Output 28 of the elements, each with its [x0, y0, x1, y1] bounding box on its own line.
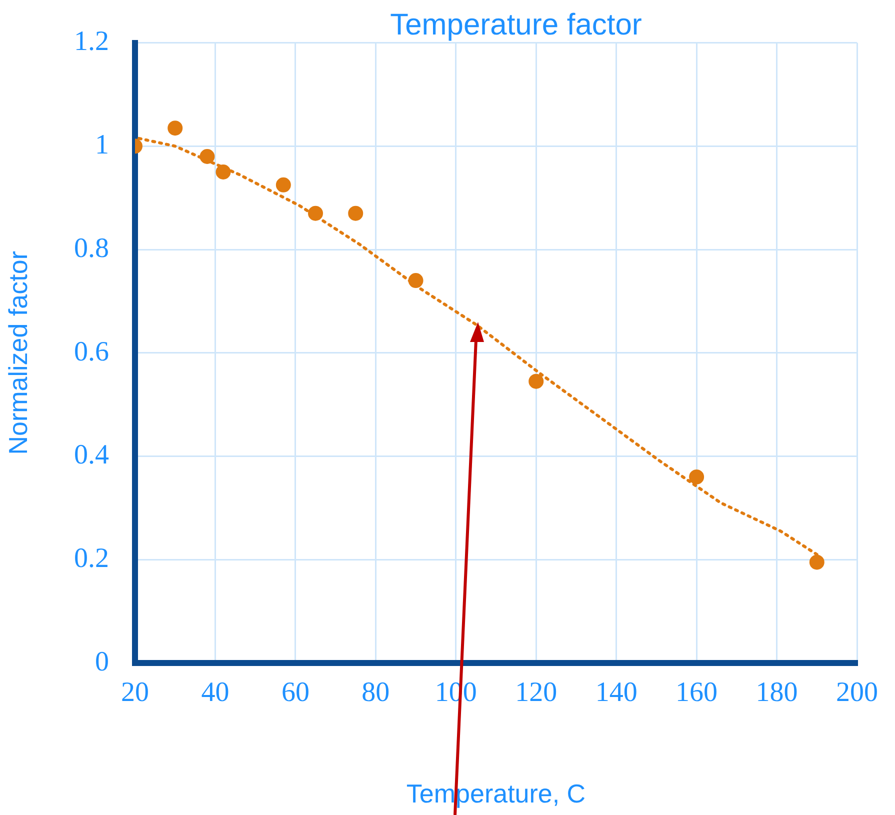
x-tick-label: 120 [515, 677, 558, 708]
y-tick-label: 0.2 [74, 542, 109, 574]
point [528, 374, 544, 389]
point [348, 206, 364, 221]
y-tick-label: 0.4 [74, 440, 109, 471]
y-tick-label: 0.6 [74, 336, 109, 368]
point [408, 273, 424, 288]
x-tick-label: 20 [121, 677, 149, 708]
point [308, 206, 323, 221]
y-tick-label: 0.8 [74, 232, 109, 264]
y-axis-title: Normalized factor [2, 250, 33, 455]
x-tick-label: 180 [756, 677, 798, 708]
point [168, 120, 183, 136]
point [809, 554, 824, 570]
chart-title: Temperature factor [390, 8, 642, 42]
y-tick-label: 0 [95, 646, 109, 678]
point [216, 164, 231, 180]
y-tick-label: 1 [95, 130, 109, 161]
x-tick-label: 40 [201, 677, 230, 708]
point [200, 149, 215, 164]
x-tick-label: 200 [836, 677, 878, 708]
x-tick-label: 80 [362, 677, 390, 708]
x-tick-label: 60 [281, 677, 310, 708]
x-tick-label: 160 [676, 677, 718, 708]
y-tick-label: 1.2 [74, 26, 109, 58]
point [689, 469, 704, 484]
x-tick-label: 140 [595, 677, 638, 708]
point [276, 177, 291, 192]
